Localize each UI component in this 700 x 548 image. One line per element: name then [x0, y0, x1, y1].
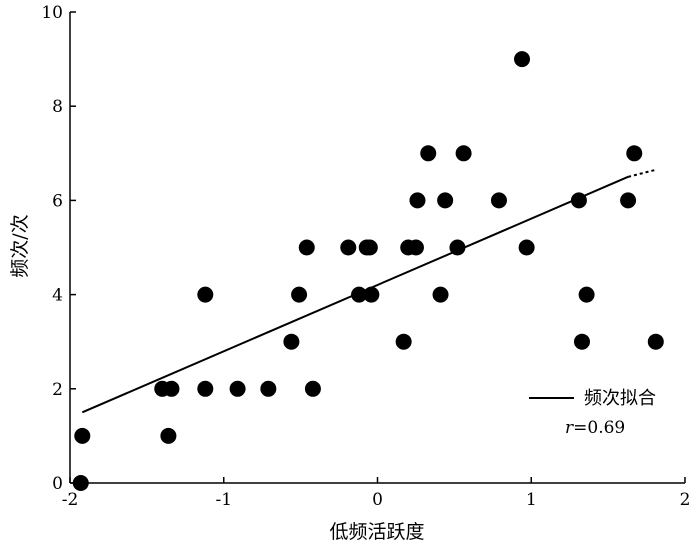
data-point: [291, 286, 308, 303]
data-point: [163, 380, 180, 397]
fit-line-extension: [627, 168, 657, 178]
legend: 频次拟合 r=0.69: [529, 388, 656, 438]
y-tick-label: 0: [52, 474, 63, 494]
r-value: =0.69: [573, 418, 625, 438]
x-tick-label: -2: [62, 490, 79, 510]
y-tick-label: 10: [41, 3, 63, 23]
x-tick-label: 0: [372, 490, 383, 510]
data-point: [363, 286, 380, 303]
data-point: [626, 145, 643, 162]
data-point: [573, 333, 590, 350]
fit-line-group: [81, 168, 657, 414]
data-point: [407, 239, 424, 256]
x-tick-label: 2: [680, 490, 691, 510]
correlation-annotation: r=0.69: [565, 418, 625, 438]
data-point: [160, 427, 177, 444]
data-point: [420, 145, 437, 162]
data-point: [620, 192, 637, 209]
data-points: [72, 51, 664, 491]
data-point: [361, 239, 378, 256]
data-point: [518, 239, 535, 256]
data-point: [437, 192, 454, 209]
data-point: [260, 380, 277, 397]
x-tick-label: -1: [215, 490, 232, 510]
y-axis-label: 频次/次: [9, 214, 31, 277]
data-point: [578, 286, 595, 303]
data-point: [647, 333, 664, 350]
x-axis-label: 低频活跃度: [329, 521, 424, 543]
data-point: [298, 239, 315, 256]
data-point: [74, 427, 91, 444]
data-point: [304, 380, 321, 397]
data-point: [395, 333, 412, 350]
data-point: [283, 333, 300, 350]
data-point: [229, 380, 246, 397]
legend-label: 频次拟合: [584, 388, 656, 409]
data-point: [514, 51, 531, 68]
y-tick-label: 6: [52, 191, 63, 211]
data-point: [197, 286, 214, 303]
x-tick-label: 1: [526, 490, 537, 510]
data-point: [409, 192, 426, 209]
y-tick-label: 4: [52, 286, 63, 306]
data-point: [197, 380, 214, 397]
y-tick-label: 8: [52, 97, 63, 117]
fit-line: [81, 175, 629, 414]
ticks: -2 -1 0 1 2 0 2 4 6 8 10: [41, 3, 690, 510]
data-point: [432, 286, 449, 303]
data-point: [490, 192, 507, 209]
r-symbol: r: [565, 418, 574, 438]
data-point: [340, 239, 357, 256]
y-tick-label: 2: [52, 380, 63, 400]
data-point: [455, 145, 472, 162]
